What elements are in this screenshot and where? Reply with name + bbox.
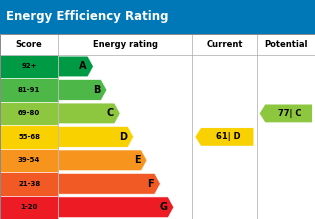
Polygon shape — [58, 56, 93, 77]
Text: 77| C: 77| C — [278, 109, 301, 118]
Text: C: C — [106, 108, 113, 118]
Bar — [0, 34, 315, 219]
Text: D: D — [119, 132, 127, 142]
Text: 39-54: 39-54 — [18, 157, 40, 163]
Text: 1-20: 1-20 — [20, 204, 38, 210]
Text: 69-80: 69-80 — [18, 110, 40, 117]
Text: 61| D: 61| D — [216, 132, 241, 141]
Polygon shape — [58, 197, 174, 218]
Polygon shape — [195, 128, 254, 146]
Text: A: A — [79, 62, 87, 71]
Text: F: F — [147, 179, 154, 189]
Bar — [0, 125, 58, 149]
Text: Potential: Potential — [264, 40, 308, 49]
Text: Energy rating: Energy rating — [93, 40, 158, 49]
Text: 92+: 92+ — [21, 64, 37, 69]
Polygon shape — [58, 80, 107, 100]
Text: 55-68: 55-68 — [18, 134, 40, 140]
Bar — [0, 196, 58, 219]
Bar — [0, 0, 315, 34]
Text: 21-38: 21-38 — [18, 181, 40, 187]
Bar — [0, 78, 58, 102]
Bar — [0, 172, 58, 196]
Polygon shape — [260, 104, 312, 122]
Text: E: E — [134, 155, 140, 165]
Polygon shape — [58, 127, 134, 147]
Text: G: G — [159, 202, 167, 212]
Polygon shape — [58, 103, 120, 124]
Text: Score: Score — [16, 40, 43, 49]
Bar — [0, 55, 58, 78]
Text: B: B — [93, 85, 100, 95]
Bar — [0, 34, 315, 55]
Text: Current: Current — [206, 40, 243, 49]
Text: 81-91: 81-91 — [18, 87, 40, 93]
Bar — [0, 149, 58, 172]
Polygon shape — [58, 150, 147, 171]
Polygon shape — [58, 173, 160, 194]
Bar — [0, 102, 58, 125]
Text: Energy Efficiency Rating: Energy Efficiency Rating — [6, 11, 169, 23]
